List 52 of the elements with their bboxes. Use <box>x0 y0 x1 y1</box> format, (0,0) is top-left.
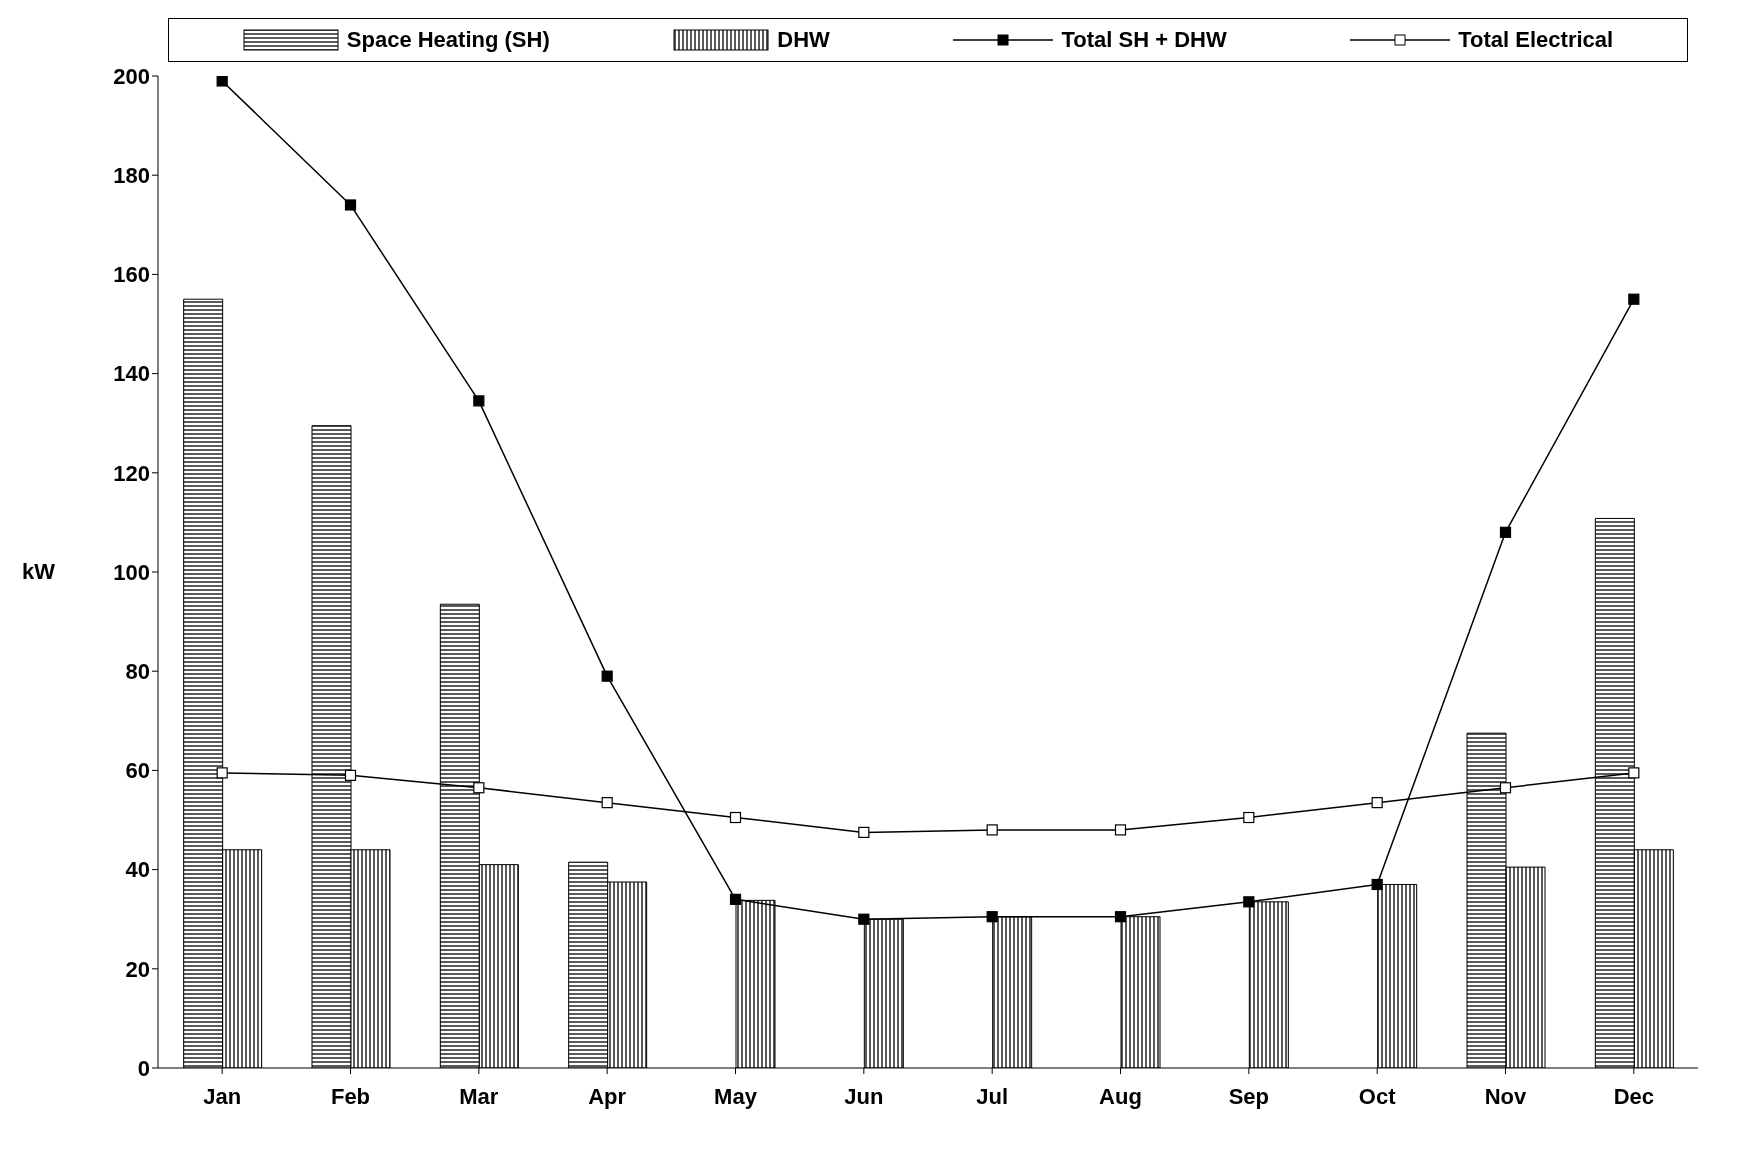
point <box>1114 911 1127 923</box>
point <box>601 797 613 809</box>
legend-label: Space Heating (SH) <box>346 27 550 53</box>
point <box>216 767 228 779</box>
point <box>729 893 742 905</box>
point <box>729 811 742 824</box>
x-tick-label: Apr <box>588 1083 627 1109</box>
legend-label: Total Electrical <box>1458 27 1614 53</box>
point <box>1243 811 1255 824</box>
point <box>216 76 228 87</box>
y-axis-title: kW <box>22 559 56 584</box>
y-tick-label: 120 <box>113 460 150 486</box>
x-tick-label: Nov <box>1484 1083 1528 1109</box>
point <box>473 395 485 407</box>
x-tick-label: Jan <box>203 1083 242 1109</box>
y-tick-label: 0 <box>137 1055 150 1081</box>
y-tick-label: 20 <box>125 956 150 982</box>
point <box>986 911 998 923</box>
point <box>1243 896 1255 908</box>
point <box>1628 767 1640 779</box>
point <box>601 670 613 682</box>
point <box>858 913 870 925</box>
legend-label: Total SH + DHW <box>1061 27 1227 53</box>
y-tick-label: 80 <box>125 659 150 685</box>
point <box>473 782 485 794</box>
x-tick-label: Oct <box>1358 1083 1397 1109</box>
y-tick-label: 100 <box>113 559 150 585</box>
point <box>986 824 998 836</box>
point <box>1371 797 1383 809</box>
point <box>1499 526 1512 538</box>
point <box>1114 824 1127 836</box>
x-tick-label: Sep <box>1228 1083 1270 1109</box>
y-tick-label: 60 <box>125 758 150 784</box>
x-tick-label: Jun <box>844 1083 884 1109</box>
y-tick-label: 180 <box>113 163 150 189</box>
x-tick-label: Aug <box>1099 1083 1142 1109</box>
y-tick-label: 160 <box>113 262 150 288</box>
x-tick-label: May <box>714 1083 758 1109</box>
point <box>1628 293 1640 305</box>
y-tick-label: 140 <box>113 361 150 387</box>
point <box>1371 878 1383 891</box>
point <box>344 199 357 211</box>
point <box>1499 782 1512 794</box>
y-tick-label: 40 <box>125 857 150 883</box>
x-tick-label: Jul <box>976 1083 1009 1109</box>
point <box>344 769 357 781</box>
x-tick-label: Feb <box>330 1083 371 1109</box>
x-tick-label: Mar <box>459 1083 499 1109</box>
y-tick-label: 200 <box>113 63 150 89</box>
point <box>858 826 870 838</box>
x-tick-label: Dec <box>1613 1083 1655 1109</box>
legend-label: DHW <box>777 27 830 53</box>
